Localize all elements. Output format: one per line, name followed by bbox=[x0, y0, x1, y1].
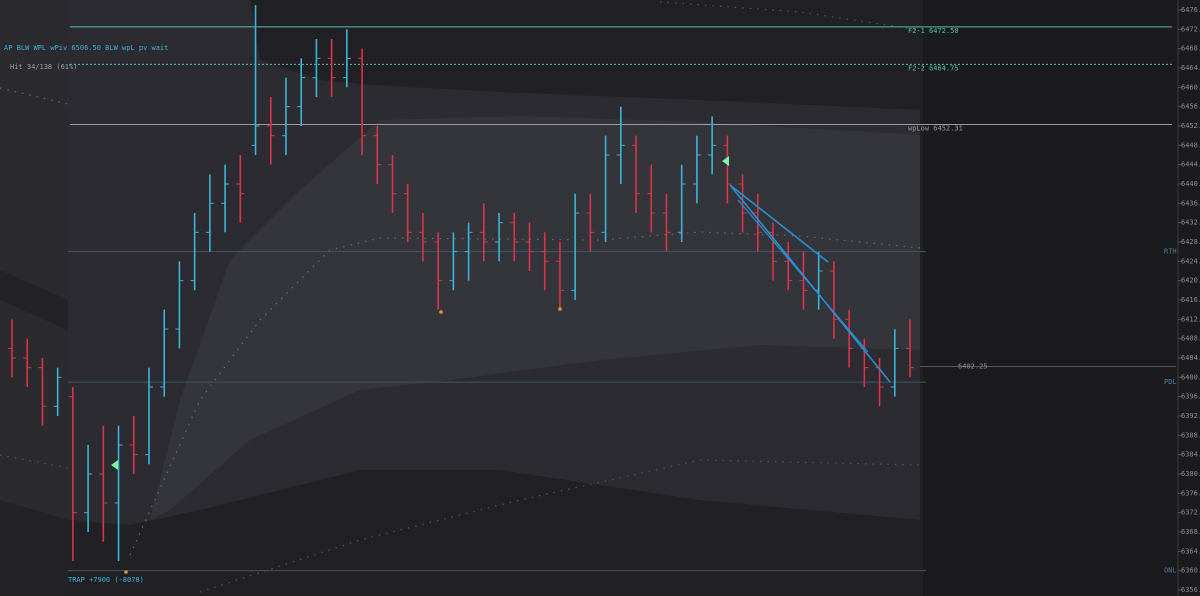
status-line: AP BLW WPL wPiv 6506.50 BLW wpL pv wait bbox=[4, 44, 168, 52]
side-level-label: ONL bbox=[1164, 567, 1177, 575]
prior-band bbox=[0, 0, 68, 300]
signal-marker bbox=[111, 460, 118, 470]
y-tick-label: 6456.00 bbox=[1181, 103, 1200, 111]
y-tick-label: 6384.00 bbox=[1181, 451, 1200, 459]
trap-label: TRAP +7900 (-8078) bbox=[68, 576, 144, 584]
side-level-label: PDL bbox=[1164, 378, 1177, 386]
y-tick-label: 6436.00 bbox=[1181, 199, 1200, 207]
last-price-label: 6402.25 bbox=[958, 362, 988, 370]
y-tick-label: 6460.00 bbox=[1181, 83, 1200, 91]
bars bbox=[8, 5, 914, 561]
y-tick-label: 6440.00 bbox=[1181, 180, 1200, 188]
y-tick-label: 6472.00 bbox=[1181, 25, 1200, 33]
y-tick-label: 6448.00 bbox=[1181, 141, 1200, 149]
y-tick-label: 6444.00 bbox=[1181, 161, 1200, 169]
y-tick-label: 6396.00 bbox=[1181, 393, 1200, 401]
trendline bbox=[729, 184, 829, 263]
y-tick-label: 6356.00 bbox=[1181, 586, 1200, 594]
y-tick-label: 6424.00 bbox=[1181, 257, 1200, 265]
y-tick-label: 6428.00 bbox=[1181, 238, 1200, 246]
y-tick-label: 6476.00 bbox=[1181, 6, 1200, 14]
level-label: F2-1 6472.50 bbox=[908, 27, 959, 35]
pivot-dot bbox=[439, 310, 443, 314]
levels: F2-1 6472.50 F2-2 6464.75 wpLow 6452.31 RTH… bbox=[68, 26, 1177, 575]
y-tick-label: 6452.00 bbox=[1181, 122, 1200, 130]
y-tick-label: 6464.00 bbox=[1181, 64, 1200, 72]
y-tick-label: 6364.00 bbox=[1181, 547, 1200, 555]
y-tick-label: 6368.00 bbox=[1181, 528, 1200, 536]
level-label: F2-2 6464.75 bbox=[908, 64, 959, 72]
y-tick-label: 6400.00 bbox=[1181, 373, 1200, 381]
y-tick-label: 6468.00 bbox=[1181, 45, 1200, 53]
y-tick-label: 6416.00 bbox=[1181, 296, 1200, 304]
y-tick-label: 6404.00 bbox=[1181, 354, 1200, 362]
y-tick-label: 6420.00 bbox=[1181, 277, 1200, 285]
pivot-dot bbox=[124, 570, 128, 574]
vwap-dots bbox=[129, 231, 921, 556]
pivot-dot bbox=[558, 307, 562, 311]
prior-band bbox=[0, 300, 68, 520]
signal-marker bbox=[722, 156, 729, 166]
inner-band bbox=[150, 116, 920, 520]
y-tick-label: 6360.00 bbox=[1181, 567, 1200, 575]
trendline bbox=[737, 199, 869, 353]
y-tick-label: 6376.00 bbox=[1181, 489, 1200, 497]
y-tick-label: 6432.00 bbox=[1181, 219, 1200, 227]
status-line: Hit 34/138 (61%) bbox=[10, 63, 77, 71]
y-tick-label: 6408.00 bbox=[1181, 335, 1200, 343]
y-tick-label: 6372.00 bbox=[1181, 509, 1200, 517]
level-label: wpLow 6452.31 bbox=[908, 125, 963, 133]
y-tick-label: 6388.00 bbox=[1181, 431, 1200, 439]
y-tick-label: 6392.00 bbox=[1181, 412, 1200, 420]
y-tick-label: 6412.00 bbox=[1181, 315, 1200, 323]
y-tick-label: 6380.00 bbox=[1181, 470, 1200, 478]
side-level-label: RTH bbox=[1164, 248, 1177, 256]
